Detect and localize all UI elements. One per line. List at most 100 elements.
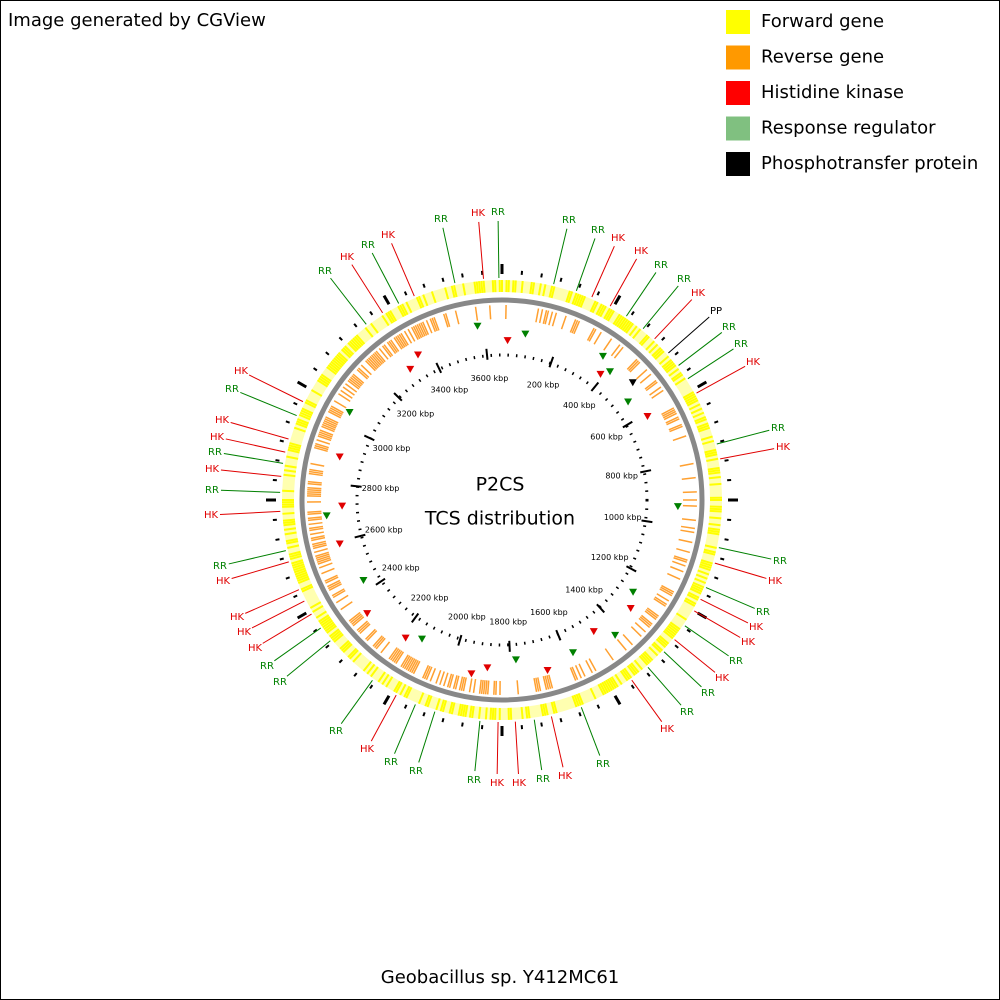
forward-gene — [322, 619, 334, 629]
feature-marker — [335, 540, 344, 548]
reverse-gene — [331, 588, 345, 597]
forward-gene — [529, 281, 533, 295]
ruler-tick — [548, 356, 555, 368]
feature-leader — [442, 227, 456, 284]
reverse-gene — [315, 442, 329, 449]
reverse-gene — [319, 429, 334, 436]
forward-gene — [304, 401, 317, 409]
forward-gene — [632, 328, 642, 339]
reverse-gene — [325, 416, 339, 424]
forward-gene — [603, 680, 611, 693]
reverse-gene — [493, 680, 496, 695]
reverse-gene — [628, 360, 639, 372]
reverse-gene — [673, 555, 688, 561]
forward-gene — [296, 420, 309, 427]
reverse-gene — [405, 657, 414, 671]
forward-gene — [397, 305, 405, 318]
forward-gene — [340, 641, 352, 652]
forward-gene — [684, 395, 697, 403]
feature-leader — [370, 694, 397, 742]
reverse-gene — [659, 588, 673, 597]
forward-gene — [689, 587, 702, 595]
reverse-gene — [317, 435, 332, 442]
reverse-gene — [484, 680, 488, 695]
forward-gene — [283, 473, 296, 478]
reverse-gene — [390, 648, 400, 661]
reverse-gene — [357, 367, 370, 379]
forward-gene — [707, 466, 720, 471]
tick — [596, 704, 601, 709]
forward-gene — [370, 322, 379, 334]
reverse-gene — [328, 583, 342, 592]
reverse-gene — [412, 325, 421, 340]
legend-swatch — [726, 116, 750, 141]
tick — [293, 594, 298, 599]
ruler-tick — [596, 603, 606, 614]
center-title: P2CS — [476, 474, 525, 496]
feature-label: HK — [248, 643, 263, 654]
reverse-gene — [651, 389, 664, 399]
forward-gene — [354, 335, 364, 347]
forward-gene — [295, 422, 308, 429]
reverse-gene — [653, 597, 666, 607]
reverse-gene — [400, 332, 409, 346]
forward-gene — [316, 379, 329, 388]
feature-leader — [262, 613, 312, 644]
forward-gene — [573, 293, 580, 306]
forward-gene — [683, 599, 696, 607]
reverse-gene — [312, 542, 327, 548]
reverse-gene — [533, 678, 538, 693]
reverse-gene — [322, 421, 337, 429]
reverse-gene — [410, 660, 419, 674]
forward-gene — [638, 655, 649, 666]
reverse-gene — [315, 553, 330, 560]
feature-label: HK — [746, 357, 761, 368]
forward-gene — [330, 360, 341, 370]
forward-gene — [658, 635, 670, 645]
tick — [540, 273, 543, 278]
forward-gene — [282, 518, 296, 522]
forward-gene — [597, 683, 605, 696]
reverse-gene — [345, 383, 358, 393]
forward-gene — [450, 702, 456, 715]
ruler-tick — [555, 629, 562, 641]
tick — [313, 628, 318, 633]
forward-gene — [703, 548, 716, 554]
forward-gene — [571, 695, 578, 708]
feature-leader — [220, 469, 282, 477]
forward-gene — [478, 281, 482, 294]
reverse-gene — [309, 468, 324, 473]
forward-gene — [297, 418, 309, 425]
forward-gene — [603, 307, 611, 320]
reverse-gene — [307, 489, 322, 492]
forward-gene — [344, 345, 355, 356]
forward-gene — [323, 621, 335, 631]
forward-gene — [702, 439, 715, 446]
tick — [706, 594, 711, 599]
reverse-gene — [324, 574, 338, 582]
feature-leader — [553, 228, 568, 285]
reverse-gene — [328, 408, 342, 417]
legend-label: Forward gene — [761, 11, 884, 32]
forward-gene — [628, 663, 638, 675]
tick — [275, 538, 280, 541]
feature-marker — [467, 670, 476, 678]
reverse-gene — [349, 613, 362, 624]
reverse-gene — [403, 656, 413, 670]
reverse-gene — [309, 531, 324, 536]
reverse-gene — [639, 373, 652, 384]
forward-gene — [642, 652, 652, 663]
forward-gene — [652, 348, 664, 359]
reverse-gene — [586, 327, 595, 341]
feature-label: HK — [776, 442, 791, 453]
ruler-tick — [411, 612, 420, 623]
reverse-gene — [593, 331, 602, 345]
reverse-gene — [636, 368, 648, 380]
feature-label: HK — [204, 510, 219, 521]
feature-leader — [580, 707, 601, 756]
forward-gene — [296, 573, 309, 580]
feature-label: RR — [225, 384, 239, 395]
forward-gene — [349, 340, 359, 351]
tick — [596, 291, 601, 296]
feature-leader — [514, 721, 519, 775]
